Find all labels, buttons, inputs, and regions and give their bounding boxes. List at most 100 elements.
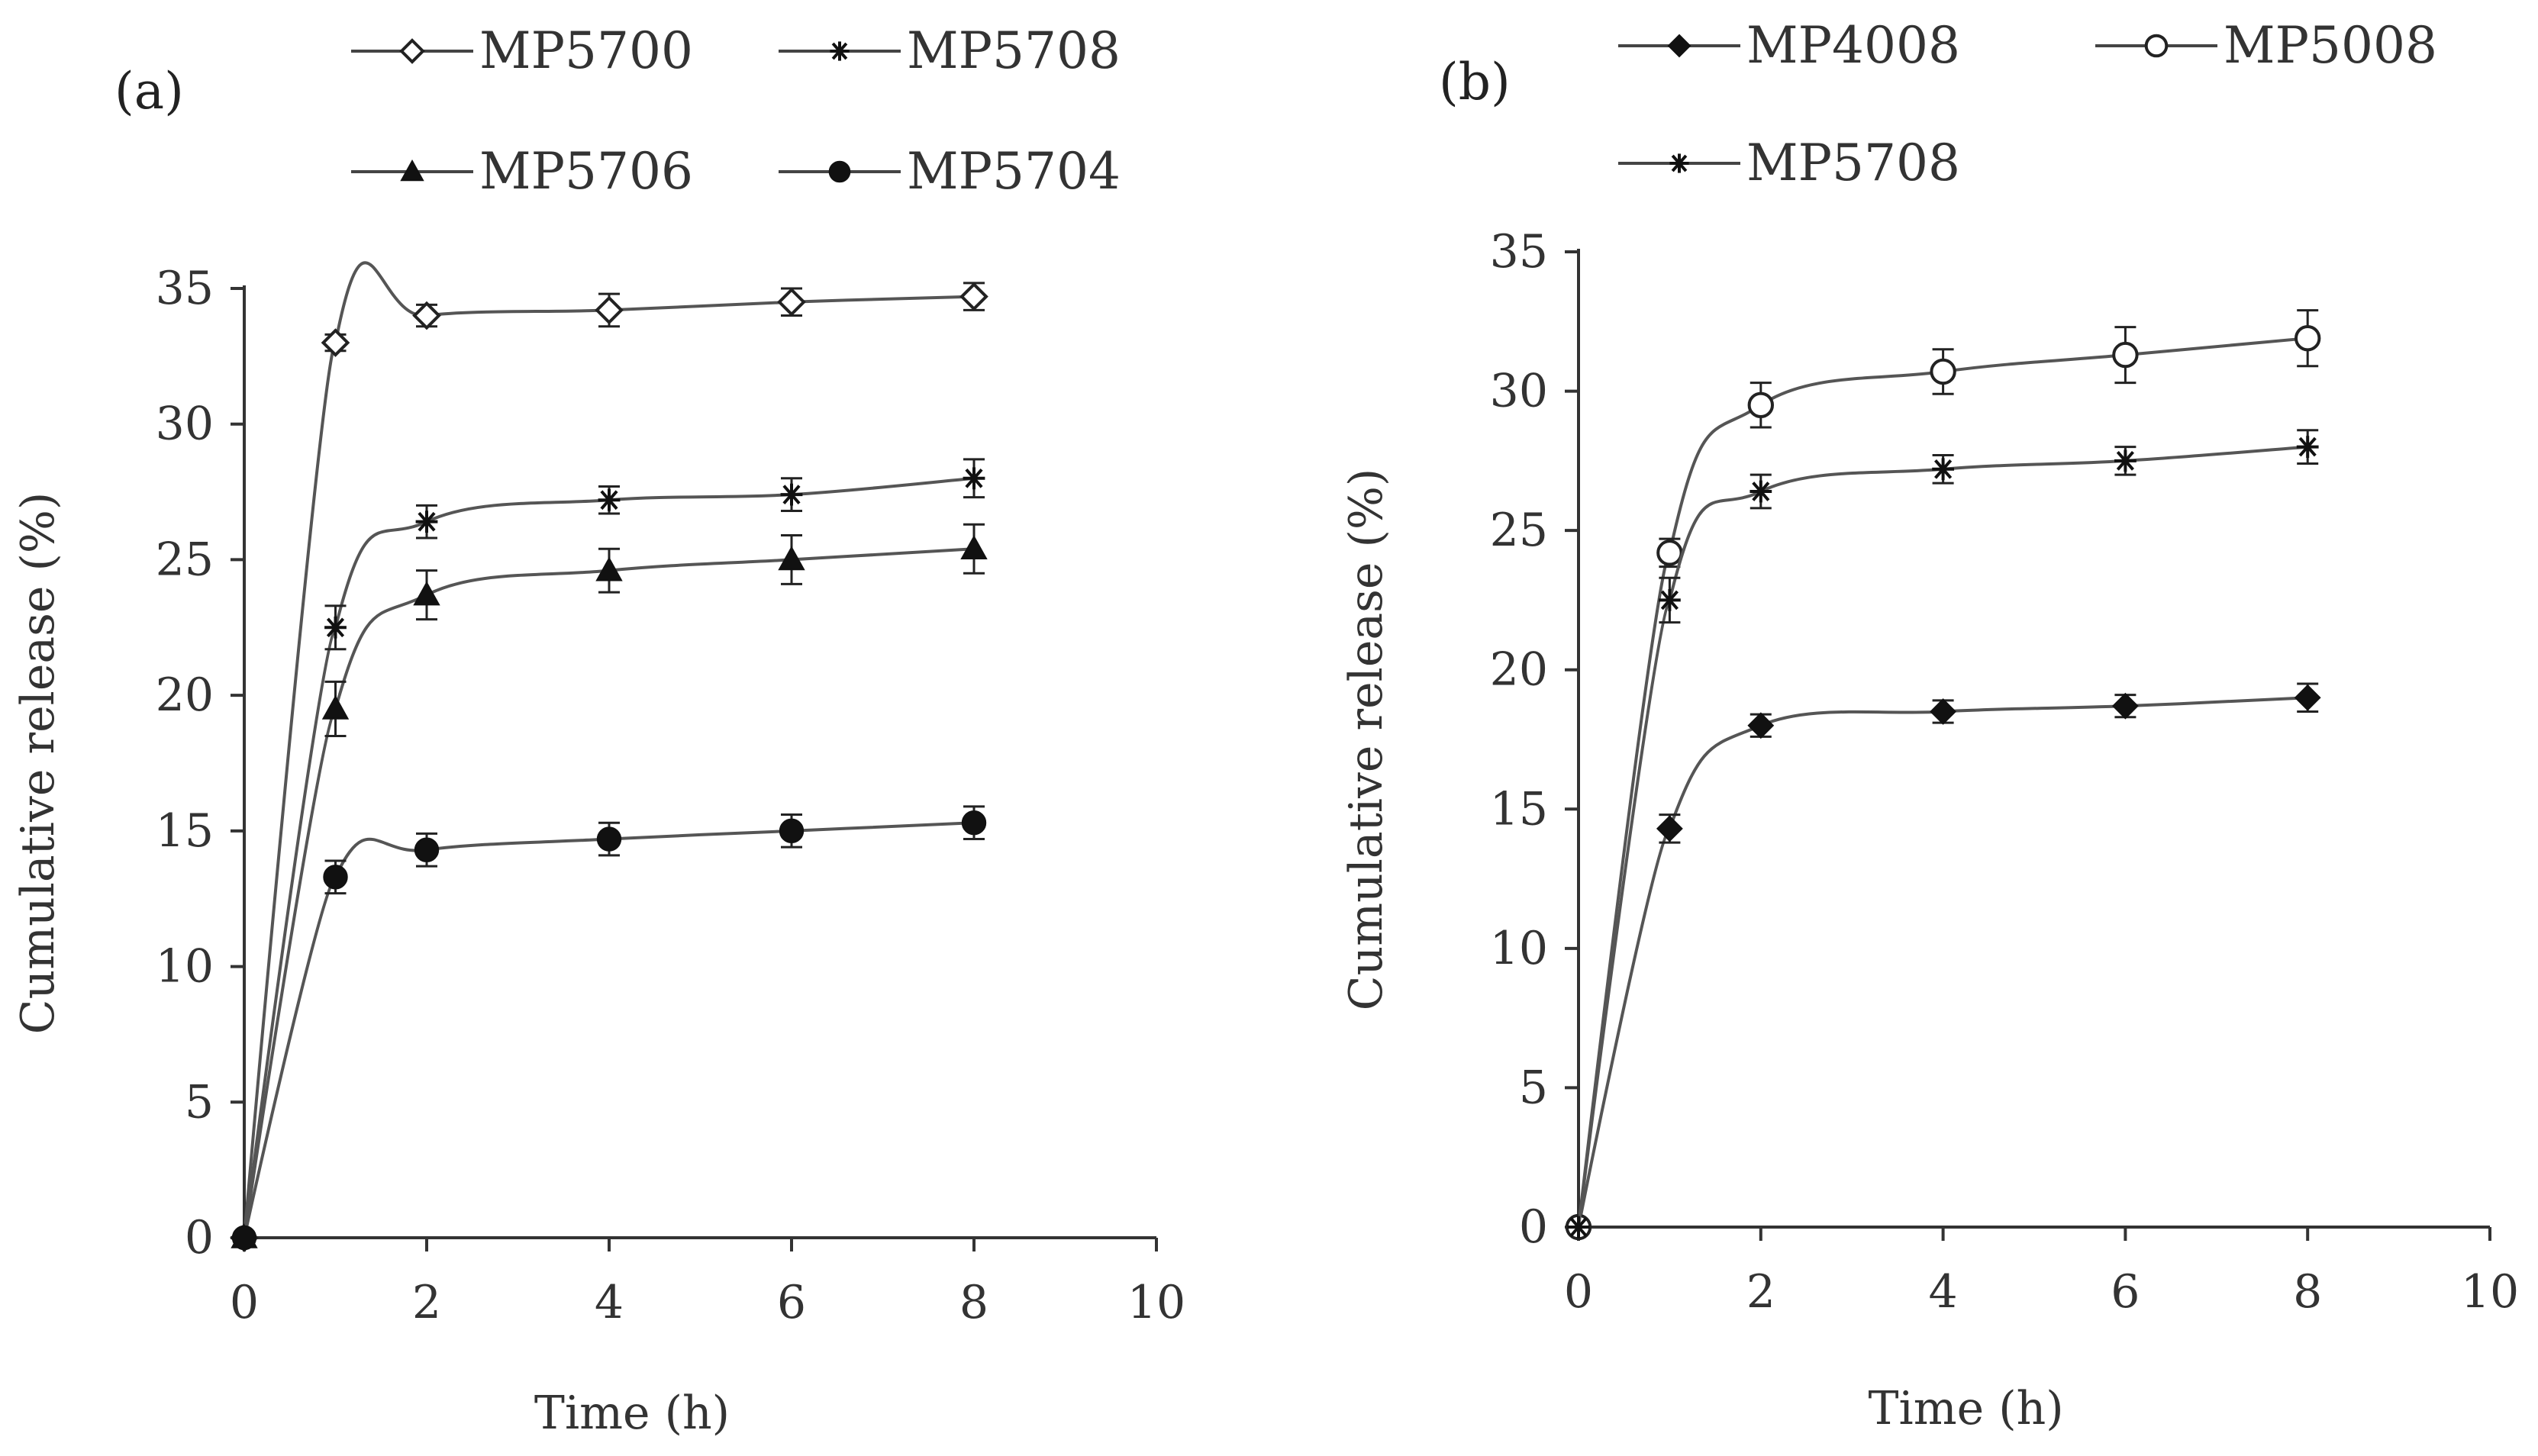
y-tick-label: 35 [1490,225,1548,279]
y-tick-label: 0 [185,1211,214,1264]
x-tick-label: 0 [230,1276,259,1329]
star-marker [1750,480,1772,503]
x-axis-title: Time (h) [1869,1382,2064,1435]
filled-circle-marker [323,865,348,890]
y-axis-title: Cumulative release (%) [1340,469,1393,1011]
star-marker [415,511,438,533]
series-MP5008 [1565,309,2321,1241]
y-tick-label: 5 [185,1075,214,1129]
filled-triangle-marker [960,535,988,560]
open-diamond-marker [321,328,350,357]
x-tick-label: 2 [412,1276,441,1329]
y-tick-label: 0 [1519,1200,1548,1254]
y-tick-label: 15 [1490,782,1548,836]
legend-label: MP5008 [2224,16,2437,75]
filled-circle-marker [596,826,622,852]
open-diamond-marker [959,282,988,311]
series-line [1577,696,2308,1228]
y-tick-label: 30 [156,398,214,451]
filled-triangle-marker [595,556,623,581]
y-axis-title: Cumulative release (%) [11,492,65,1035]
y-tick-label: 10 [1490,922,1548,975]
series-MP4008 [1565,682,2321,1241]
open-diamond-marker [777,287,806,317]
series-line [243,547,975,1239]
chart-panel-a: (a) 0 5 10 15 20 25 30 35 0 2 4 6 8 10 Time (h) Cumulati… [11,21,1185,1440]
y-tick-label: 5 [1519,1061,1548,1114]
series-MP5708 [1567,429,2319,1239]
star-marker [1567,1216,1590,1239]
series-line [1577,445,2308,1228]
filled-circle-marker [414,837,440,862]
legend-label: MP5704 [907,142,1121,201]
x-tick-label: 10 [1127,1276,1185,1329]
open-diamond-marker [399,38,425,64]
filled-diamond-marker [1656,815,1683,842]
x-tick-label: 6 [2111,1265,2140,1319]
x-axis-title: Time (h) [534,1387,730,1440]
open-circle-marker [1747,391,1775,419]
legend-item-MP5008: MP5008 [2095,16,2437,75]
series-line [243,261,975,1239]
filled-diamond-marker [1667,34,1691,58]
legend-item-MP5706: MP5706 [351,142,693,201]
legend-label: MP5708 [1746,134,1960,192]
filled-circle-marker [961,810,987,836]
filled-diamond-marker [1930,698,1957,725]
star-marker [1932,458,1954,481]
y-tick-label: 30 [1490,365,1548,418]
filled-diamond-marker [2111,692,2139,720]
y-tick-label: 20 [156,668,214,722]
filled-triangle-marker [400,159,424,182]
legend-item-MP5708: MP5708 [779,21,1121,80]
x-tick-label: 2 [1746,1265,1775,1319]
legend-item-MP5704: MP5704 [779,142,1121,201]
filled-triangle-marker [321,694,350,720]
open-circle-marker [2295,324,2321,352]
y-tick-label: 35 [156,262,214,315]
filled-diamond-marker [1747,712,1775,739]
filled-circle-marker [231,1225,257,1251]
y-tick-label: 15 [156,804,214,858]
series-line [243,821,975,1239]
y-tick-label: 20 [1490,643,1548,697]
open-circle-marker [1656,540,1683,566]
legend-label: MP5706 [479,142,693,201]
open-circle-marker [2112,341,2139,369]
x-tick-label: 4 [1929,1265,1958,1319]
star-marker [324,616,347,639]
y-tick-label: 10 [156,940,214,994]
x-tick-label: 8 [2293,1265,2322,1319]
filled-circle-marker [828,160,851,183]
x-tick-label: 8 [959,1276,988,1329]
open-diamond-marker [412,301,441,330]
x-tick-label: 6 [777,1276,806,1329]
star-marker [598,488,621,511]
legend-label: MP5708 [907,21,1121,80]
filled-circle-marker [779,818,805,844]
legend-item-MP4008: MP4008 [1618,16,1960,75]
legend-item-MP5700: MP5700 [351,21,693,80]
open-circle-marker [2144,34,2169,58]
y-tick-label: 25 [1490,504,1548,557]
x-tick-label: 10 [2461,1265,2519,1319]
star-marker [830,41,850,61]
star-marker [2296,436,2319,458]
star-marker [1669,153,1689,173]
filled-diamond-marker [2294,684,2321,711]
star-marker [780,483,803,506]
legend-item-MP5708: MP5708 [1618,134,1960,192]
filled-triangle-marker [778,546,805,571]
legend-label: MP5700 [479,21,693,80]
series-MP5706 [231,523,988,1248]
series-MP5704 [231,805,987,1251]
open-diamond-marker [595,295,624,325]
legend-label: MP4008 [1746,16,1960,75]
star-marker [1659,589,1681,611]
series-MP5700 [230,261,988,1252]
star-marker [963,467,985,490]
panel-label: (a) [114,62,184,121]
x-tick-label: 0 [1564,1265,1593,1319]
y-tick-label: 25 [156,533,214,586]
